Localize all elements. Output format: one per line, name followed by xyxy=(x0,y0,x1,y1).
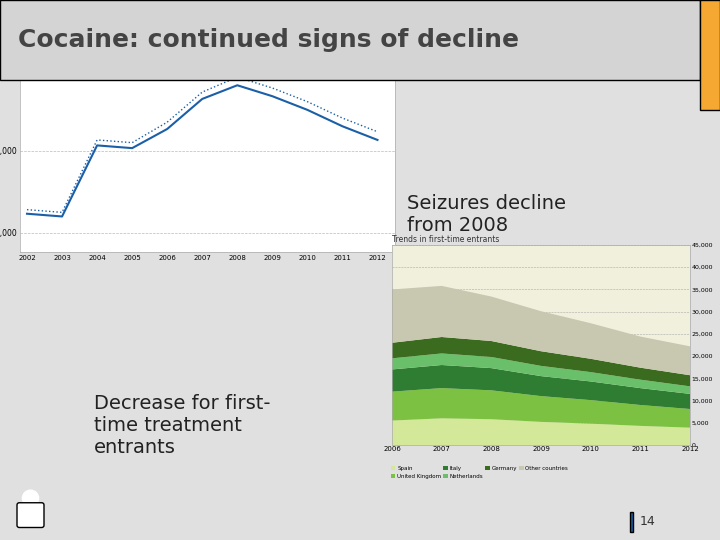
Text: Cocaine: continued signs of decline: Cocaine: continued signs of decline xyxy=(18,28,519,52)
Text: 14: 14 xyxy=(640,515,656,528)
FancyBboxPatch shape xyxy=(17,503,44,528)
Text: Trends in first-time entrants: Trends in first-time entrants xyxy=(392,235,500,244)
Circle shape xyxy=(22,490,39,507)
Text: Number of seizures: Number of seizures xyxy=(24,53,91,59)
Legend: EU, EU, Turkey and Norway: EU, EU, Turkey and Norway xyxy=(135,48,256,58)
Text: Seizures decline
from 2008: Seizures decline from 2008 xyxy=(407,194,566,235)
Text: Number of cocaine seizures, 2002–12: Number of cocaine seizures, 2002–12 xyxy=(20,37,179,46)
Legend: Spain, United Kingdom, Italy, Netherlands, Germany, Other countries: Spain, United Kingdom, Italy, Netherland… xyxy=(389,464,570,481)
Text: Decrease for first-
time treatment
entrants: Decrease for first- time treatment entra… xyxy=(94,394,270,457)
